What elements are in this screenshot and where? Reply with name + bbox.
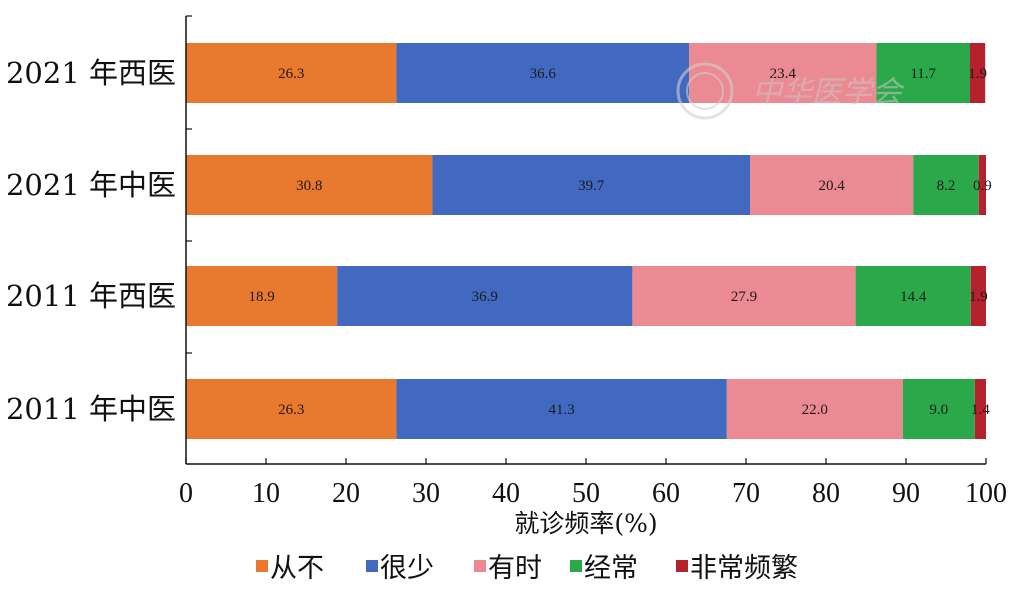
- bar-segment: [913, 155, 979, 215]
- data-label: 1.9: [969, 289, 988, 305]
- data-label: 20.4: [818, 178, 845, 194]
- data-label: 41.3: [548, 402, 574, 418]
- legend-swatch: [570, 560, 582, 572]
- data-label: 23.4: [770, 66, 797, 82]
- bar-segment: [726, 379, 903, 439]
- x-tick-label: 100: [965, 478, 1007, 509]
- segment-labels-layer: 26.3 36.6 23.4 11.7 1.9 30.8 39.7 20.4 8.2 0.9 18.…: [248, 66, 991, 418]
- category-labels-layer: 2021 年西医 2021 年中医 2011 年西医 2011 年中医: [6, 56, 176, 426]
- legend: 从不 很少 有时 经常 非常频繁: [256, 553, 798, 584]
- data-label: 14.4: [900, 289, 927, 305]
- bar-segment: [855, 266, 971, 326]
- bar-segment: [186, 43, 397, 103]
- bar-segment: [186, 379, 397, 439]
- axes-layer: [185, 15, 987, 465]
- data-label: 30.8: [296, 178, 322, 194]
- data-label: 39.7: [578, 178, 605, 194]
- category-label: 2021 年中医: [6, 168, 176, 202]
- category-label: 2011 年西医: [6, 279, 176, 313]
- data-label: 26.3: [278, 66, 304, 82]
- bar-segment: [876, 43, 970, 103]
- data-label: 1.9: [968, 66, 987, 82]
- data-label: 0.9: [973, 178, 992, 194]
- bar-segment: [750, 155, 914, 215]
- legend-swatch: [676, 560, 688, 572]
- bar-segment: [970, 266, 986, 326]
- data-label: 9.0: [929, 402, 948, 418]
- bar-segment: [396, 379, 727, 439]
- watermark: 中华医学会: [676, 62, 905, 120]
- data-label: 27.9: [731, 289, 757, 305]
- society-seal-icon: [676, 62, 734, 120]
- bars-layer: [186, 43, 986, 439]
- category-label: 2011 年中医: [6, 392, 176, 426]
- x-tick-label: 0: [179, 478, 193, 509]
- legend-label: 非常频繁: [690, 553, 798, 584]
- bar-segment: [902, 379, 975, 439]
- legend-swatch: [256, 560, 268, 572]
- data-label: 18.9: [248, 289, 274, 305]
- x-tick-label: 40: [492, 478, 520, 509]
- bar-segment: [186, 155, 433, 215]
- watermark-text: 中华医学会: [752, 75, 905, 110]
- bar-segment: [978, 155, 986, 215]
- bar-segment: [632, 266, 856, 326]
- legend-label: 有时: [488, 553, 542, 584]
- x-tick-label: 80: [812, 478, 840, 509]
- x-tick-label: 10: [252, 478, 280, 509]
- bar-segment: [970, 43, 986, 103]
- x-tick-label: 50: [572, 478, 600, 509]
- x-tick-label: 60: [652, 478, 680, 509]
- legend-swatch: [474, 560, 486, 572]
- bar-segment: [186, 266, 338, 326]
- bar-segment: [337, 266, 633, 326]
- bar-segment: [974, 379, 986, 439]
- legend-swatch: [366, 560, 378, 572]
- x-tick-label: 70: [732, 478, 760, 509]
- x-tick-labels-layer: 0 10 20 30 40 50 60 70 80 90 100: [179, 478, 1007, 509]
- society-seal-inner-ring: [686, 72, 724, 110]
- data-label: 11.7: [910, 66, 936, 82]
- data-label: 26.3: [278, 402, 304, 418]
- legend-label: 很少: [380, 553, 434, 584]
- x-tick-label: 20: [332, 478, 360, 509]
- legend-label: 经常: [584, 553, 638, 584]
- bar-segment: [689, 43, 877, 103]
- bar-segment: [396, 43, 690, 103]
- data-label: 36.9: [472, 289, 498, 305]
- data-label: 36.6: [530, 66, 557, 82]
- data-label: 1.4: [971, 402, 990, 418]
- data-label: 8.2: [937, 178, 956, 194]
- x-tick-label: 30: [412, 478, 440, 509]
- legend-label: 从不: [270, 553, 324, 584]
- data-label: 22.0: [802, 402, 828, 418]
- x-tick-label: 90: [892, 478, 920, 509]
- bar-segment: [432, 155, 750, 215]
- category-label: 2021 年西医: [6, 56, 176, 90]
- x-axis-title: 就诊频率(%): [514, 509, 657, 538]
